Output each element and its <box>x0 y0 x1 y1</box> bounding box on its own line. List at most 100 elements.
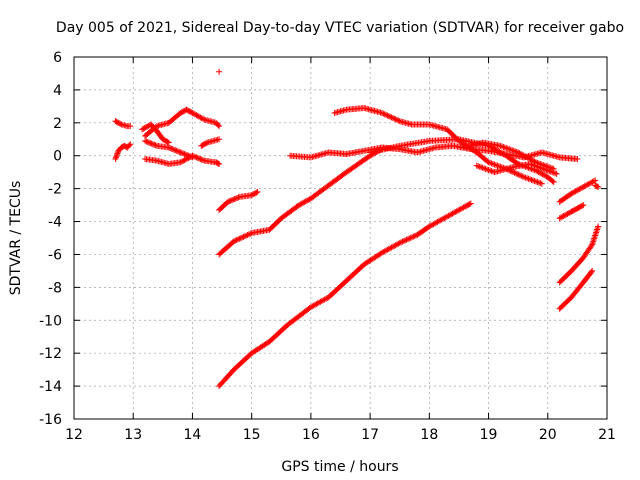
data-point <box>146 139 153 146</box>
data-point <box>381 111 388 118</box>
data-point <box>173 147 180 154</box>
data-point <box>531 162 538 169</box>
data-point <box>492 162 499 169</box>
data-point <box>491 161 498 168</box>
data-point <box>574 156 581 163</box>
data-point <box>549 169 556 176</box>
y-tick-label: -4 <box>48 215 62 231</box>
x-tick-label: 19 <box>480 427 498 443</box>
data-point <box>177 149 184 156</box>
data-point <box>404 236 411 243</box>
data-point <box>171 146 178 153</box>
data-point <box>538 165 545 172</box>
data-point <box>553 170 560 177</box>
data-point <box>494 162 501 169</box>
data-point <box>552 170 559 177</box>
data-point <box>190 110 197 117</box>
data-point <box>525 175 532 182</box>
data-point <box>590 178 597 185</box>
data-point <box>144 123 151 130</box>
data-point <box>186 154 193 161</box>
data-point <box>478 164 485 171</box>
data-point <box>506 146 513 153</box>
data-point <box>528 176 535 183</box>
data-point <box>522 174 529 181</box>
y-tick-label: 4 <box>53 83 62 99</box>
data-point <box>582 182 589 189</box>
x-tick-labels: 12 13 14 15 16 17 18 19 20 21 <box>65 427 616 443</box>
data-point <box>406 235 413 242</box>
data-point <box>518 172 525 179</box>
data-point <box>546 168 553 175</box>
data-point <box>403 236 410 243</box>
data-point <box>216 68 223 75</box>
data-point <box>174 148 181 155</box>
data-point <box>393 116 400 123</box>
data-point <box>413 232 420 239</box>
data-point <box>232 237 239 244</box>
data-point <box>577 185 584 192</box>
x-tick-label: 16 <box>302 427 320 443</box>
data-point <box>189 109 196 116</box>
data-point <box>487 167 494 174</box>
data-point <box>488 168 495 175</box>
data-point <box>527 176 534 183</box>
y-tick-label: -14 <box>39 379 62 395</box>
data-point <box>181 157 188 164</box>
data-point <box>563 211 570 218</box>
data-point <box>572 188 579 195</box>
data-point <box>595 223 602 230</box>
data-point <box>521 174 528 181</box>
y-tick-label: -6 <box>48 247 62 263</box>
data-point <box>190 153 197 160</box>
data-point <box>512 148 519 155</box>
data-point <box>253 189 260 196</box>
data-point <box>467 200 474 207</box>
data-point <box>389 115 396 122</box>
data-point <box>402 237 409 244</box>
data-point <box>498 143 505 150</box>
data-point <box>487 159 494 166</box>
y-tick-label: 0 <box>53 149 62 165</box>
data-point <box>169 146 176 153</box>
data-point <box>215 160 222 167</box>
data-point <box>579 202 586 209</box>
data-point <box>410 233 417 240</box>
data-point <box>588 242 595 249</box>
data-point <box>564 210 571 217</box>
data-point <box>485 166 492 173</box>
data-point <box>197 114 204 121</box>
data-point <box>396 239 403 246</box>
data-point <box>196 155 203 162</box>
chart-title: Day 005 of 2021, Sidereal Day-to-day VTE… <box>56 20 624 36</box>
data-point <box>398 239 405 246</box>
data-point <box>559 213 566 220</box>
data-point <box>411 232 418 239</box>
data-point <box>476 163 483 170</box>
data-point <box>303 197 310 204</box>
data-point <box>241 233 248 240</box>
data-point <box>586 180 593 187</box>
data-point <box>231 196 238 203</box>
data-point <box>148 140 155 147</box>
y-tick-label: -12 <box>39 346 62 362</box>
data-point <box>192 153 199 160</box>
data-point <box>535 164 542 171</box>
data-point <box>535 179 542 186</box>
data-point <box>247 230 254 237</box>
data-point <box>181 151 188 158</box>
data-point <box>547 168 554 175</box>
data-point <box>228 197 235 204</box>
data-point <box>556 215 563 222</box>
data-point <box>544 167 551 174</box>
data-point <box>395 117 402 124</box>
data-point <box>237 235 244 242</box>
data-point <box>301 199 308 206</box>
data-point <box>567 209 574 216</box>
data-point <box>481 165 488 172</box>
data-point <box>144 139 151 146</box>
data-point <box>573 187 580 194</box>
data-point <box>538 180 545 187</box>
data-point <box>178 149 185 156</box>
data-point <box>194 112 201 119</box>
